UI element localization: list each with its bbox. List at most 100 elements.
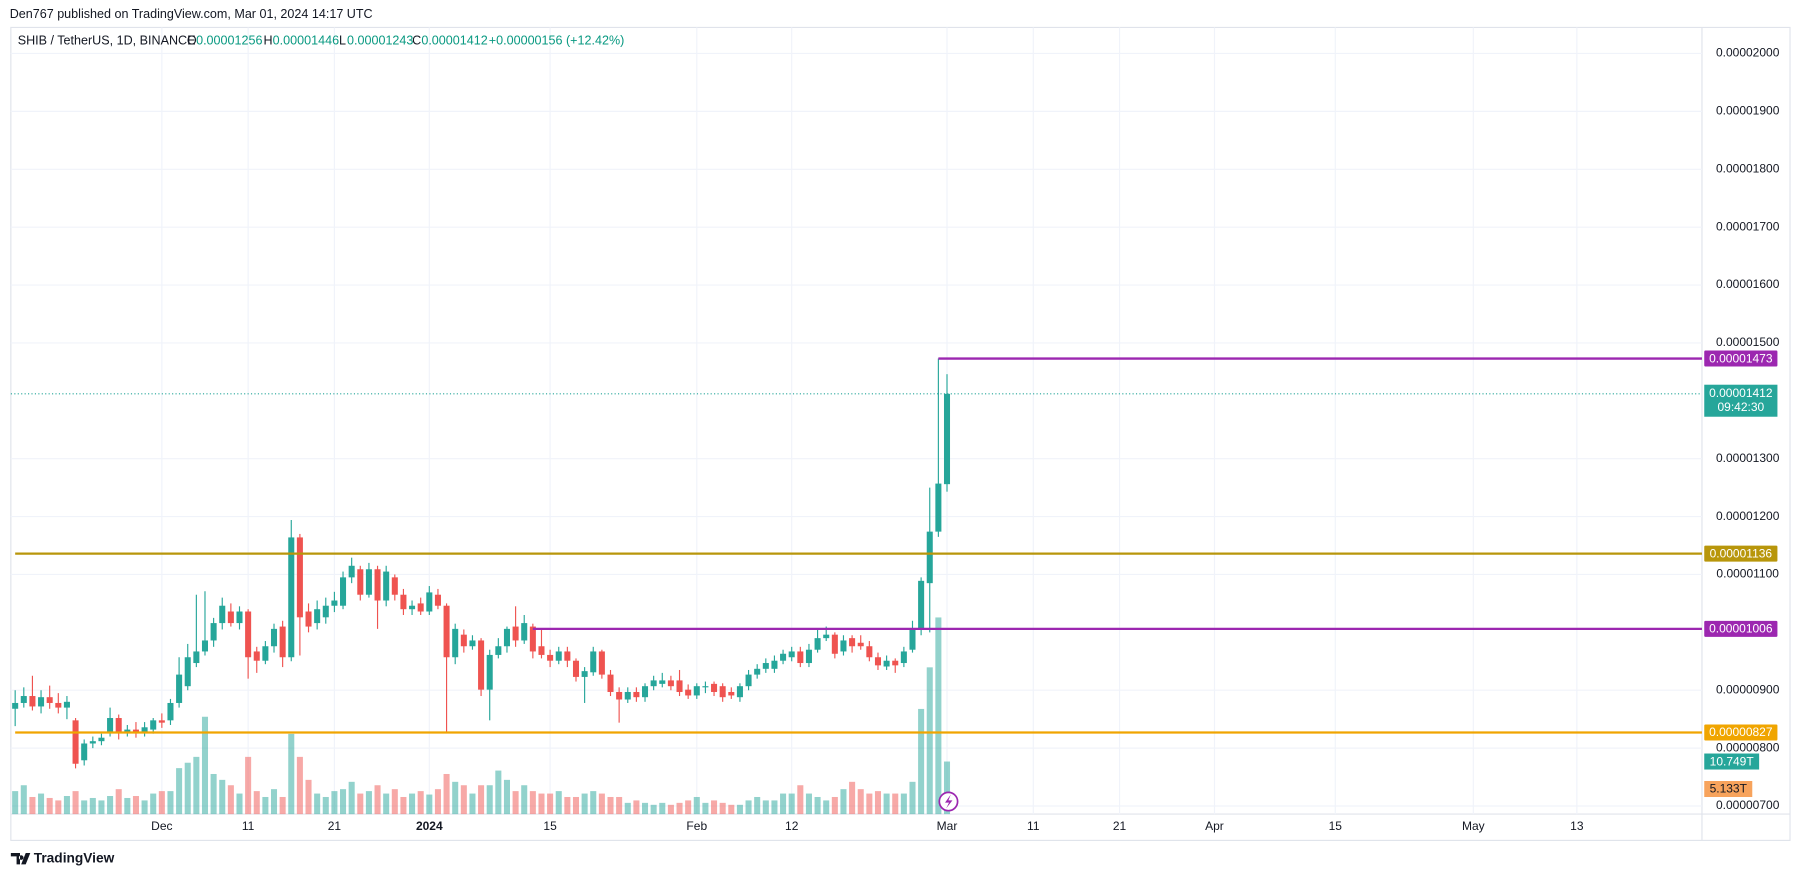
y-tick-label: 0.00001500 bbox=[1716, 335, 1780, 349]
level-label: 0.00001006 bbox=[1709, 622, 1773, 636]
close-value: 0.00001412 bbox=[421, 33, 487, 47]
levels: 0.00001473 0.00001136 0.00001006 0.00000827 bbox=[10, 350, 1778, 741]
candle-body bbox=[357, 569, 364, 595]
candle-body bbox=[529, 626, 536, 652]
candle-body bbox=[55, 702, 62, 708]
volume-bar bbox=[555, 791, 562, 815]
candle-body bbox=[641, 686, 649, 698]
volume-bar bbox=[797, 785, 804, 815]
volume-bar bbox=[495, 770, 502, 815]
volume-bar bbox=[270, 789, 278, 815]
candle-body bbox=[331, 600, 338, 606]
candle-body bbox=[417, 603, 424, 612]
candle-body bbox=[167, 702, 174, 721]
y-tick-label: 0.00001100 bbox=[1716, 567, 1779, 581]
candle-body bbox=[676, 680, 683, 692]
event-icon[interactable] bbox=[938, 791, 959, 812]
open-value: 0.00001256 bbox=[196, 33, 262, 47]
volume-bar bbox=[685, 800, 692, 815]
volume-bar bbox=[918, 708, 925, 815]
x-tick-label: 13 bbox=[1570, 819, 1584, 833]
volume-bar bbox=[805, 793, 812, 815]
volume-bar bbox=[538, 793, 545, 815]
y-tick-label: 0.00001700 bbox=[1716, 219, 1780, 233]
candle-body bbox=[702, 686, 709, 688]
volume-bar bbox=[926, 667, 933, 815]
candle-body bbox=[512, 626, 519, 641]
candle-body bbox=[219, 605, 226, 624]
candle-body bbox=[365, 569, 372, 595]
volume-bar bbox=[305, 779, 312, 815]
volume-bar bbox=[616, 796, 623, 815]
candle-body bbox=[253, 651, 260, 661]
volume-bar bbox=[107, 796, 114, 815]
volume-bar bbox=[771, 800, 778, 815]
volume-bar bbox=[63, 796, 70, 815]
y-tick-label: 0.00001200 bbox=[1716, 509, 1780, 523]
candle-body bbox=[107, 718, 114, 732]
candle-body bbox=[296, 537, 303, 618]
volume-bar bbox=[762, 800, 769, 815]
candle-body bbox=[762, 663, 769, 669]
candle-body bbox=[728, 691, 735, 696]
candle-body bbox=[935, 483, 942, 532]
volume-bar bbox=[89, 797, 96, 815]
volume-bar bbox=[98, 800, 105, 815]
x-tick-label: 21 bbox=[328, 819, 342, 833]
volume-bar bbox=[728, 804, 735, 815]
candle-body bbox=[650, 680, 657, 687]
candle-body bbox=[38, 697, 45, 707]
candle-body bbox=[866, 646, 873, 658]
volume-bar bbox=[736, 804, 743, 815]
change-value: +0.00000156 (+12.42%) bbox=[489, 33, 625, 47]
logo[interactable]: TradingView bbox=[10, 850, 115, 865]
candle-body bbox=[736, 686, 743, 698]
chart-frame bbox=[10, 26, 1791, 841]
candle-body bbox=[184, 657, 191, 687]
candle-body bbox=[89, 741, 96, 744]
volume-bar bbox=[883, 793, 890, 815]
candle-body bbox=[486, 654, 493, 690]
y-tick-label: 0.00002000 bbox=[1716, 46, 1780, 60]
level-label-box bbox=[1704, 350, 1778, 367]
candle-body bbox=[150, 720, 157, 730]
volume-bar bbox=[279, 796, 286, 815]
candle-body bbox=[607, 674, 614, 692]
volume-bar bbox=[650, 804, 657, 815]
volume-bar bbox=[469, 793, 476, 815]
level-label-box bbox=[1704, 545, 1778, 562]
candle-body bbox=[314, 609, 321, 624]
volume-bar bbox=[935, 617, 942, 815]
y-tick-label: 0.00001300 bbox=[1716, 451, 1780, 465]
candle-body bbox=[598, 651, 605, 675]
ohlc-letter: O bbox=[187, 33, 197, 47]
candle-body bbox=[926, 531, 933, 584]
volume-bar bbox=[598, 793, 605, 815]
volume-bar bbox=[55, 800, 62, 815]
volume-bar bbox=[909, 781, 916, 815]
volume-bar bbox=[831, 796, 838, 815]
candle-body bbox=[754, 668, 761, 675]
current-price-label: 0.00001412 bbox=[1709, 386, 1773, 400]
volume-bar bbox=[288, 733, 295, 815]
candle-body bbox=[348, 565, 355, 578]
y-tick-label: 0.00000900 bbox=[1716, 682, 1780, 696]
volume-bar bbox=[314, 793, 321, 815]
level-label: 0.00001136 bbox=[1710, 546, 1773, 560]
candle-body bbox=[943, 393, 951, 485]
candle-body bbox=[176, 674, 183, 703]
volume-bar bbox=[141, 800, 148, 815]
candle-body bbox=[426, 592, 433, 612]
volume-bar bbox=[322, 796, 329, 815]
candle-body bbox=[572, 660, 580, 677]
volume-bar bbox=[150, 793, 157, 815]
volume-bar bbox=[486, 785, 493, 815]
volume-bar bbox=[227, 785, 234, 815]
event-bolt bbox=[945, 794, 953, 809]
volume-bar bbox=[866, 793, 873, 815]
candle-body bbox=[788, 651, 795, 658]
candle-body bbox=[745, 674, 752, 687]
volume-bar bbox=[29, 796, 36, 815]
y-tick-label: 0.00000800 bbox=[1716, 740, 1780, 754]
